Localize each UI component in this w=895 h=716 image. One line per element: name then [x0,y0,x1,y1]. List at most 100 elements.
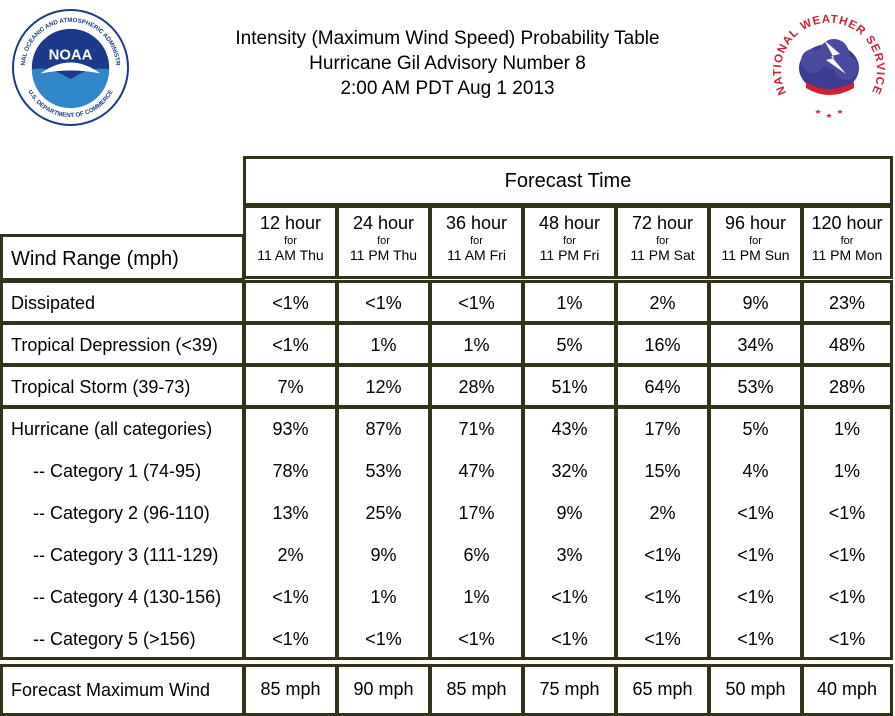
probability-value: 23% [828,292,866,313]
probability-value: <1% [737,628,774,649]
probability-value: 43% [551,418,588,439]
probability-value: 1% [556,292,583,313]
probability-value: <1% [458,292,495,313]
row-value-cell: <1% [429,280,524,324]
row-label: Tropical Depression (<39) [11,334,218,355]
probability-value: 1% [463,586,490,607]
probability-value: 17% [458,502,495,523]
max-wind-value: 50 mph [725,678,786,699]
row-value-cell: 1% [522,280,617,324]
title-line-3: 2:00 AM PDT Aug 1 2013 [340,78,555,99]
probability-value: 71% [458,418,495,439]
row-value-cell: 23% [801,280,893,324]
column-for: for [840,235,854,247]
row-value-cell: 34% [708,322,803,366]
wind-range-label: Wind Range (mph) [11,248,179,270]
column-for: for [749,235,762,247]
column-hours: 96 hour [724,213,787,233]
forecast-time-label: Forecast Time [504,169,632,192]
row-value-cell: 53% [708,364,803,408]
max-wind-value: 75 mph [539,678,600,699]
probability-value: <1% [272,292,309,313]
max-wind-value: 65 mph [632,678,693,699]
max-wind-value: 85 mph [446,678,507,699]
probability-value: 28% [458,376,495,397]
column-hours: 120 hour [811,213,883,233]
row-label: -- Category 5 (>156) [33,628,196,649]
probability-value: <1% [737,544,774,565]
probability-value: 87% [365,418,402,439]
row-value-cell: 48% [801,322,893,366]
max-wind-label-cell: Forecast Maximum Wind [0,664,245,716]
probability-value: 51% [551,376,588,397]
max-wind-label: Forecast Maximum Wind [11,679,211,700]
column-header: 36 hour for 11 AM Fri [429,205,524,279]
title-block: Intensity (Maximum Wind Speed) Probabili… [150,26,745,101]
hurricane-row-value-cell: 93% 78% 13% 2% <1% <1% [243,406,338,660]
probability-value: <1% [828,628,866,649]
forecast-time-header: Forecast Time [243,156,893,206]
probability-value: 78% [272,460,309,481]
title-line-1: Intensity (Maximum Wind Speed) Probabili… [235,28,660,49]
column-when: 11 PM Fri [539,247,600,263]
probability-value: 9% [742,292,769,313]
column-for: for [563,235,576,247]
probability-value: 4% [742,460,769,481]
max-wind-value-cell: 75 mph [522,664,617,716]
nws-logo: NATIONAL WEATHER SERVICE [771,9,887,125]
probability-value: 3% [556,544,583,565]
column-hours: 12 hour [259,213,322,233]
max-wind-value: 40 mph [816,678,878,699]
column-header: 12 hour for 11 AM Thu [243,205,338,279]
probability-value: <1% [828,586,866,607]
row-label: Hurricane (all categories) [11,418,213,439]
row-value-cell: 28% [801,364,893,408]
column-when: 11 PM Mon [811,247,883,263]
probability-value: 1% [833,418,860,439]
noaa-logo: NOAA NATIONAL OCEANIC AND ATMOSPHERIC AD… [11,8,130,127]
hurricane-row-value-cell: 17% 15% 2% <1% <1% <1% [615,406,710,660]
probability-value: 64% [644,376,681,397]
probability-value: 6% [463,544,490,565]
probability-value: 13% [272,502,309,523]
probability-value: 53% [365,460,402,481]
column-header: 24 hour for 11 PM Thu [336,205,431,279]
column-for: for [377,235,390,247]
row-label: -- Category 2 (96-110) [33,502,210,523]
hurricane-row-label-cell: Hurricane (all categories) -- Category 1 … [0,406,245,660]
probability-value: 93% [272,418,309,439]
title-line-2: Hurricane Gil Advisory Number 8 [309,53,586,74]
row-label: -- Category 3 (111-129) [33,544,219,565]
probability-value: 1% [833,460,860,481]
row-value-cell: 12% [336,364,431,408]
max-wind-value-cell: 90 mph [336,664,431,716]
row-value-cell: 64% [615,364,710,408]
column-hours: 72 hour [631,213,694,233]
probability-value: 47% [458,460,495,481]
probability-value: 16% [644,334,681,355]
probability-value: <1% [644,586,681,607]
column-when: 11 PM Sun [721,247,790,263]
row-value-cell: 9% [708,280,803,324]
max-wind-value-cell: 85 mph [243,664,338,716]
probability-value: <1% [737,502,774,523]
column-hours: 24 hour [352,213,415,233]
max-wind-value-cell: 65 mph [615,664,710,716]
probability-value: 28% [828,376,866,397]
max-wind-value-cell: 50 mph [708,664,803,716]
max-wind-value: 90 mph [353,678,414,699]
probability-value: 1% [370,586,397,607]
column-for: for [470,235,483,247]
probability-value: 17% [644,418,681,439]
probability-value: 5% [742,418,769,439]
probability-value: 25% [365,502,402,523]
max-wind-value: 85 mph [260,678,321,699]
hurricane-row-value-cell: 5% 4% <1% <1% <1% <1% [708,406,803,660]
probability-value: <1% [551,628,588,649]
row-value-cell: 5% [522,322,617,366]
row-label: -- Category 1 (74-95) [33,460,202,481]
column-header: 72 hour for 11 PM Sat [615,205,710,279]
probability-value: 15% [644,460,681,481]
row-value-cell: 1% [429,322,524,366]
row-value-cell: 7% [243,364,338,408]
